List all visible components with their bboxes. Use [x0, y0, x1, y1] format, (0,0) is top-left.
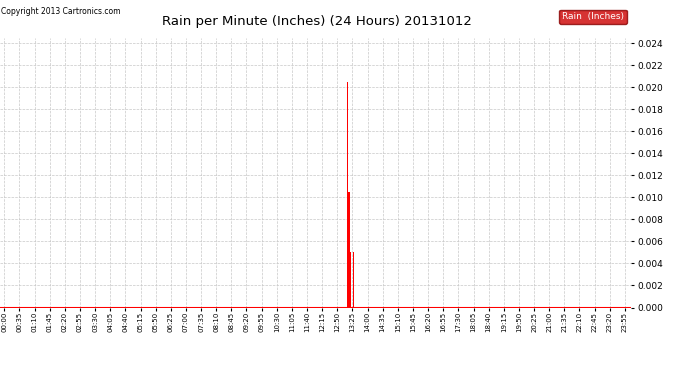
Legend: Rain  (Inches): Rain (Inches) — [560, 10, 627, 24]
Text: Copyright 2013 Cartronics.com: Copyright 2013 Cartronics.com — [1, 7, 120, 16]
Text: Rain per Minute (Inches) (24 Hours) 20131012: Rain per Minute (Inches) (24 Hours) 2013… — [162, 15, 473, 28]
